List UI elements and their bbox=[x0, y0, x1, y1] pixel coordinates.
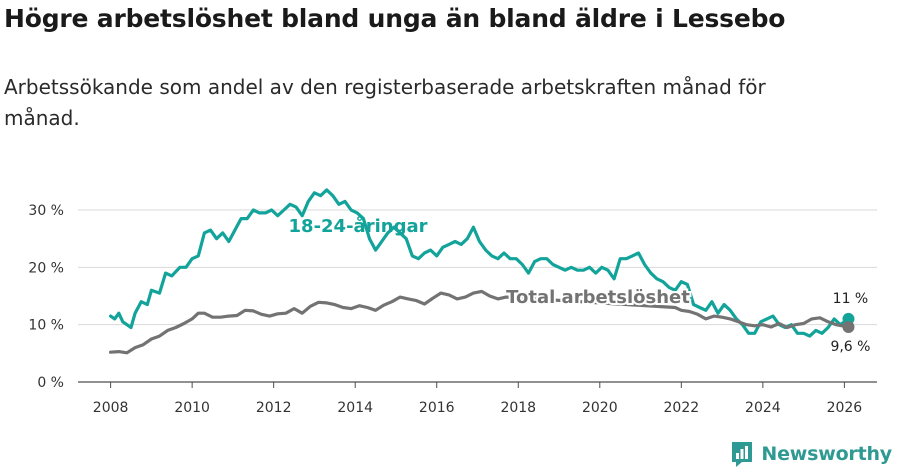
y-tick-label: 30 % bbox=[28, 203, 64, 219]
x-tick-label: 2018 bbox=[500, 400, 536, 416]
end-marker-total bbox=[842, 320, 855, 333]
series-lines bbox=[109, 188, 855, 355]
brand-logo: Newsworthy bbox=[730, 440, 892, 468]
chart-title: Högre arbetslöshet bland unga än bland ä… bbox=[4, 4, 786, 33]
y-tick-label: 0 % bbox=[37, 375, 64, 391]
series-line-unga bbox=[109, 188, 851, 338]
x-tick-label: 2016 bbox=[419, 400, 455, 416]
x-tick-label: 2022 bbox=[664, 400, 700, 416]
y-tick-label: 10 % bbox=[28, 318, 64, 334]
x-tick-label: 2010 bbox=[174, 400, 210, 416]
x-tick-label: 2020 bbox=[582, 400, 618, 416]
x-tick-label: 2012 bbox=[256, 400, 292, 416]
end-value-label-total: 9,6 % bbox=[830, 339, 870, 355]
x-axis-tick-labels: 2008 2010 2012 2014 2016 2018 2020 2022 2024 2026 bbox=[93, 400, 862, 416]
y-tick-label: 20 % bbox=[28, 260, 64, 276]
brand-name: Newsworthy bbox=[761, 443, 892, 465]
newsworthy-logo-icon bbox=[732, 442, 753, 467]
end-value-label-unga: 11 % bbox=[833, 291, 869, 307]
series-line-total bbox=[109, 289, 851, 355]
x-tick-label: 2008 bbox=[93, 400, 129, 416]
series-label-unga: 18-24-åringar bbox=[289, 215, 428, 237]
grid-lines bbox=[78, 209, 877, 326]
x-tick-label: 2024 bbox=[745, 400, 781, 416]
x-tick-label: 2026 bbox=[827, 400, 863, 416]
x-axis bbox=[78, 381, 877, 388]
chart-subtitle: Arbetssökande som andel av den registerb… bbox=[4, 75, 766, 130]
y-axis-tick-labels: 0 % 10 % 20 % 30 % bbox=[28, 203, 64, 391]
series-labels: 11 % 9,6 % 18-24-åringar Total arbetslöshet bbox=[289, 215, 871, 355]
series-label-total: Total arbetslöshet bbox=[506, 287, 690, 308]
x-tick-label: 2014 bbox=[337, 400, 373, 416]
